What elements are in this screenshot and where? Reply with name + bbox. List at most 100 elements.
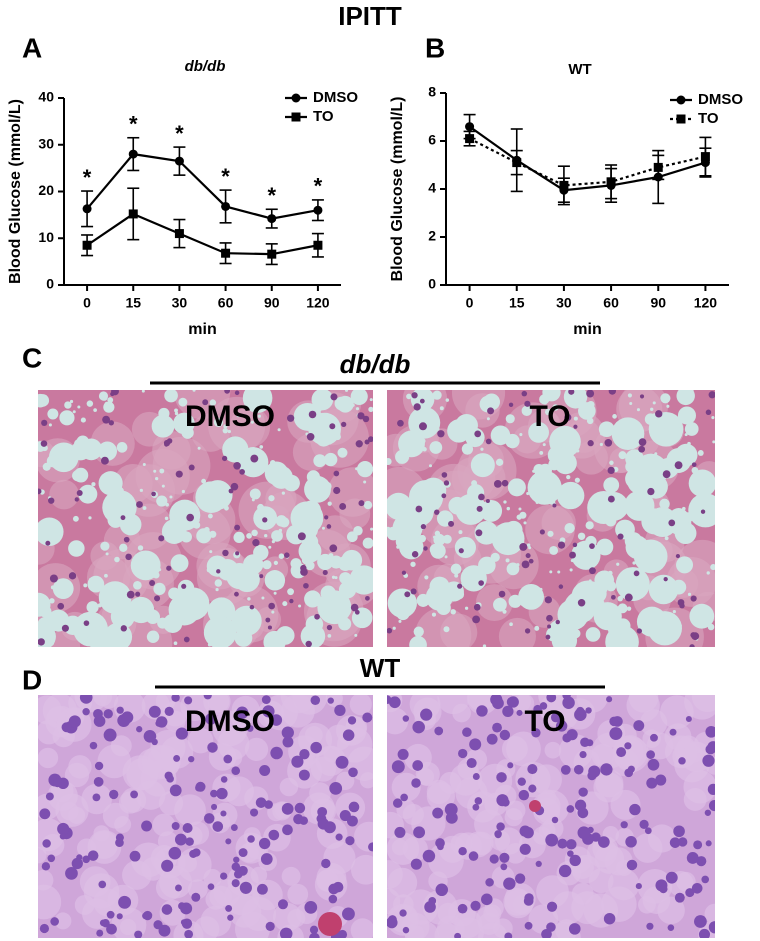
nucleus [262, 517, 268, 523]
nucleus [341, 421, 347, 428]
nucleus [45, 540, 51, 546]
nucleus [342, 907, 355, 921]
cytoplasm [68, 755, 92, 779]
nucleus [674, 461, 683, 470]
lipid-droplet [559, 465, 564, 470]
cell-region [90, 541, 120, 571]
panel-letter: D [22, 664, 42, 695]
nucleus [539, 702, 548, 710]
lipid-droplet [336, 395, 354, 413]
annotation: * [83, 165, 92, 190]
lipid-droplet [609, 460, 614, 466]
lipid-droplet [443, 626, 450, 633]
nucleus [76, 489, 83, 496]
lipid-droplet [153, 469, 157, 473]
lipid-droplet [624, 490, 655, 521]
lipid-droplet [192, 390, 196, 392]
nucleus [120, 515, 126, 521]
nucleus [552, 503, 557, 508]
nucleus [424, 901, 436, 913]
lipid-droplet [585, 521, 594, 530]
nucleus [89, 741, 98, 750]
lipid-droplet [617, 603, 628, 614]
lipid-droplet [542, 390, 561, 402]
nucleus [135, 591, 141, 597]
lipid-droplet [573, 416, 578, 421]
lipid-droplet [173, 412, 195, 435]
nucleus [458, 846, 467, 856]
lipid-droplet [398, 619, 402, 623]
figure-title: IPITT [338, 1, 402, 31]
marker [465, 134, 475, 144]
y-tick-label: 8 [428, 84, 436, 100]
nucleus [82, 855, 90, 864]
lipid-droplet [464, 606, 469, 610]
nucleus [705, 725, 715, 738]
nucleus [531, 728, 541, 738]
lipid-droplet [387, 457, 392, 466]
nucleus [174, 833, 187, 846]
nucleus [544, 596, 552, 604]
lipid-droplet [93, 408, 97, 412]
nucleus [298, 769, 310, 781]
nucleus [48, 497, 55, 504]
nucleus [696, 856, 707, 867]
nucleus [448, 520, 455, 527]
x-axis-label: min [573, 321, 601, 338]
x-tick-label: 120 [306, 295, 330, 311]
marker [512, 158, 522, 168]
nucleus [580, 737, 590, 748]
y-axis-label: Blood Glucose (mmol/L) [389, 97, 406, 282]
cytoplasm [272, 902, 302, 932]
lipid-droplet [453, 589, 465, 600]
lipid-droplet [506, 506, 511, 511]
x-tick-label: 90 [650, 295, 666, 311]
cytoplasm [437, 902, 459, 924]
nucleus [521, 560, 530, 569]
nucleus [473, 603, 481, 611]
lipid-droplet [127, 596, 155, 624]
cytoplasm [426, 782, 456, 811]
lipid-droplet [344, 390, 349, 392]
annotation: * [129, 112, 138, 137]
nucleus [123, 536, 130, 543]
nucleus [566, 805, 575, 813]
lipid-droplet [305, 560, 315, 571]
nucleus [521, 390, 528, 397]
nucleus [578, 787, 588, 797]
nucleus [633, 720, 645, 732]
nucleus [71, 857, 83, 870]
lipid-droplet [356, 461, 373, 478]
cell-region [451, 390, 506, 420]
lipid-droplet [313, 454, 327, 468]
lipid-droplet [323, 482, 332, 491]
histology-image [387, 695, 715, 938]
lipid-droplet [52, 578, 74, 600]
nucleus [367, 436, 373, 443]
nucleus [600, 763, 613, 776]
lipid-droplet [168, 587, 181, 600]
marker [221, 248, 231, 258]
nucleus [246, 725, 254, 732]
nucleus [646, 922, 654, 930]
nucleus [485, 878, 494, 887]
nucleus [270, 714, 283, 726]
lipid-droplet [257, 414, 261, 418]
lipid-droplet [105, 552, 109, 556]
nucleus [500, 863, 508, 871]
lipid-droplet [433, 533, 446, 546]
nucleus [322, 569, 328, 576]
nucleus [308, 410, 317, 419]
legend-label: DMSO [313, 89, 358, 106]
nucleus [323, 821, 336, 834]
lipid-droplet [662, 428, 667, 433]
nucleus [154, 595, 161, 602]
nucleus [130, 790, 139, 799]
cytoplasm [531, 764, 562, 795]
nucleus [82, 707, 90, 716]
nucleus [606, 696, 613, 703]
nucleus [468, 851, 479, 861]
nucleus [358, 500, 365, 507]
nucleus [321, 858, 331, 869]
lipid-droplet [86, 601, 99, 614]
